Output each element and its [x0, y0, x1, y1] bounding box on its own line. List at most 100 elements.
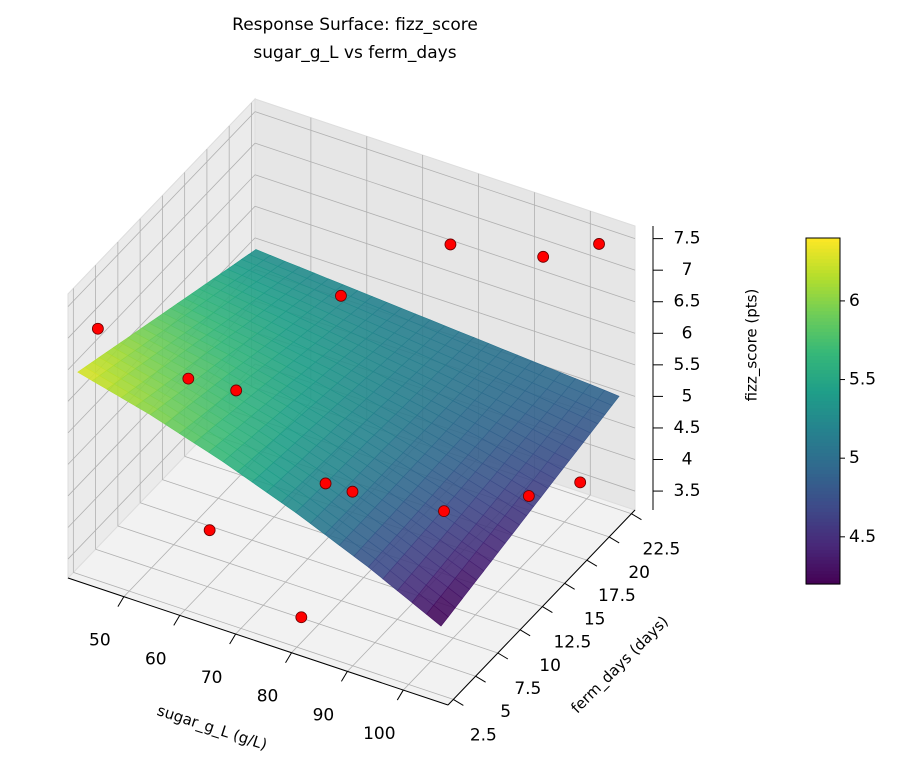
colorbar-cell — [806, 559, 840, 564]
tick-mark — [631, 513, 642, 521]
colorbar-cell — [806, 348, 840, 353]
tick-mark — [497, 652, 509, 660]
y-tick-label: 10 — [539, 656, 561, 676]
data-point — [203, 524, 216, 537]
x-tick-label: 80 — [257, 687, 279, 707]
colorbar-cell — [806, 428, 840, 433]
colorbar-cell — [806, 473, 840, 478]
z-tick-label: 6.5 — [673, 292, 700, 312]
colorbar-cell — [806, 286, 840, 291]
colorbar-cell — [806, 255, 840, 260]
x-axis — [67, 577, 449, 706]
colorbar-cell — [806, 494, 840, 499]
colorbar-cell — [806, 355, 840, 360]
colorbar-cell — [806, 500, 840, 506]
data-point — [91, 322, 104, 335]
grid-line — [254, 237, 636, 366]
colorbar-cell — [806, 490, 840, 495]
colorbar-cell — [806, 404, 840, 409]
grid-line — [67, 111, 256, 307]
colorbar-cell — [806, 251, 840, 256]
colorbar-cell — [806, 466, 840, 471]
colorbar-cell — [806, 431, 840, 436]
tick-mark — [608, 536, 620, 544]
colorbar-cell — [806, 300, 840, 305]
z-tick-label: 5 — [682, 386, 693, 406]
colorbar-cell — [806, 390, 840, 395]
colorbar-cell — [806, 366, 840, 371]
colorbar-cell — [806, 552, 840, 557]
y-tick-label: 20 — [628, 563, 650, 583]
grid-line — [67, 142, 256, 339]
colorbar-cell — [806, 310, 840, 315]
tick-mark — [542, 606, 553, 614]
data-point — [335, 289, 347, 302]
colorbar-cell — [806, 535, 840, 540]
data-point — [295, 611, 308, 624]
z-tick-label: 5.5 — [673, 355, 700, 375]
colorbar-cell — [806, 539, 840, 544]
colorbar-cell — [806, 580, 840, 585]
colorbar-cell — [806, 459, 840, 464]
colorbar-cell — [806, 341, 840, 346]
colorbar-cell — [806, 442, 840, 447]
y-axis — [447, 509, 636, 706]
colorbar-cell — [806, 504, 840, 509]
colorbar-cell — [806, 452, 840, 457]
colorbar-cell — [806, 307, 840, 312]
colorbar-cell — [806, 345, 840, 350]
tick-mark — [285, 652, 292, 663]
data-point — [574, 476, 587, 489]
colorbar-cell — [806, 317, 840, 322]
grid-line — [254, 142, 636, 271]
grid-line — [73, 572, 454, 700]
tick-mark — [475, 675, 486, 683]
tick-mark — [229, 633, 237, 645]
colorbar-cell — [806, 487, 840, 492]
colorbar-cell — [806, 376, 840, 381]
grid-line — [140, 502, 521, 631]
colorbar-cell — [806, 445, 840, 450]
colorbar-cell — [806, 421, 840, 426]
colorbar-tick-label: 4.5 — [849, 527, 876, 547]
colorbar-cell — [806, 549, 840, 554]
colorbar-cell — [806, 372, 840, 377]
data-point — [522, 490, 535, 502]
y-tick-label: 15 — [584, 609, 606, 629]
colorbar-cell — [806, 276, 840, 281]
data-point — [537, 250, 550, 263]
data-point — [438, 505, 450, 518]
tick-mark — [564, 582, 575, 590]
colorbar-cell — [806, 449, 840, 454]
colorbar-cell — [806, 362, 840, 367]
colorbar-cell — [806, 528, 840, 533]
tick-mark — [396, 689, 404, 701]
colorbar-cell — [806, 327, 840, 333]
grid-line — [67, 174, 256, 371]
colorbar-cell — [806, 545, 840, 550]
x-tick-label: 60 — [145, 649, 167, 669]
colorbar-cell — [806, 352, 840, 357]
grid-line — [254, 111, 636, 240]
colorbar-cell — [806, 338, 840, 343]
colorbar-cell — [806, 383, 840, 388]
chart-title: Response Surface: fizz_score — [232, 15, 478, 35]
colorbar-cell — [806, 334, 840, 339]
z-tick-label: 4.5 — [673, 418, 700, 438]
surface-facet — [426, 604, 449, 627]
colorbar-cell — [806, 566, 840, 571]
colorbar-cell — [806, 400, 840, 405]
colorbar-cell — [806, 379, 840, 384]
colorbar-cell — [806, 303, 840, 308]
y-tick-label: 12.5 — [553, 633, 591, 653]
colorbar-cell — [806, 293, 840, 298]
x-tick-label: 100 — [363, 724, 395, 744]
grid-line — [254, 205, 636, 334]
x-tick-label: 50 — [89, 631, 111, 651]
data-point — [230, 384, 243, 397]
colorbar-cell — [806, 272, 840, 277]
colorbar-cell — [806, 573, 840, 578]
colorbar-cell — [806, 258, 840, 263]
colorbar-cell — [806, 570, 840, 575]
